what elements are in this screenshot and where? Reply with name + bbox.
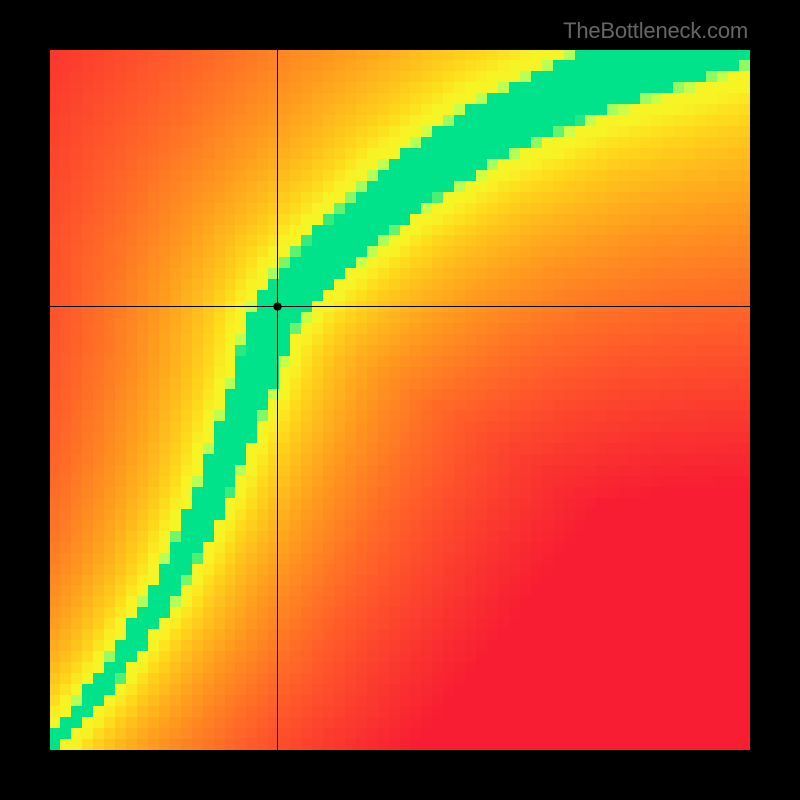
attribution-label: TheBottleneck.com (563, 18, 748, 44)
heatmap-canvas (50, 50, 750, 750)
heatmap-figure: TheBottleneck.com (0, 0, 800, 800)
heatmap-canvas-container (50, 50, 750, 750)
